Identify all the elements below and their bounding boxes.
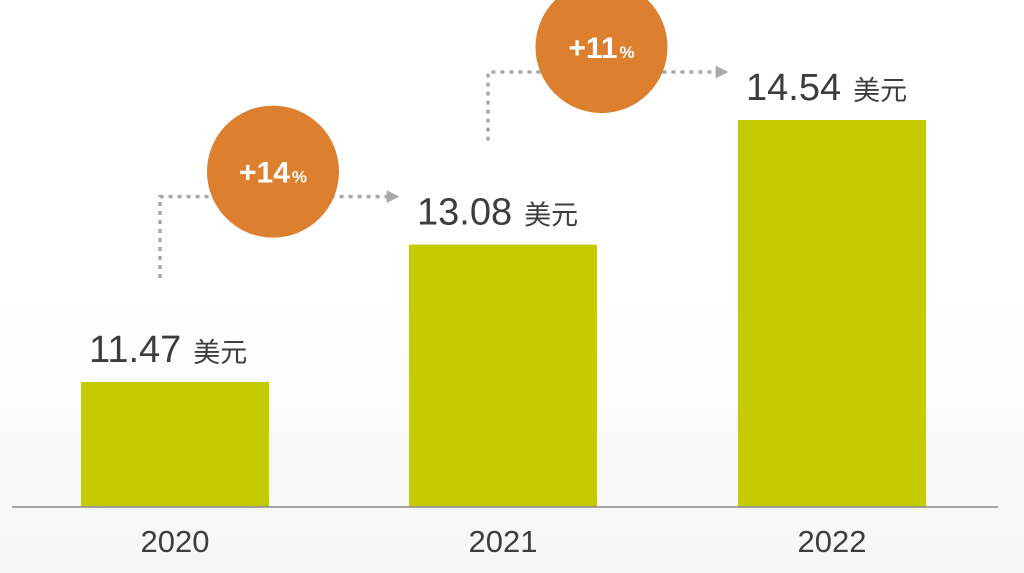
bars bbox=[81, 120, 926, 507]
growth-number: +11 bbox=[568, 32, 617, 65]
value-number: 13.08 bbox=[417, 192, 512, 234]
growth-percent-sign: % bbox=[620, 43, 635, 62]
value-label-2021: 13.08 美元 bbox=[417, 192, 578, 234]
growth-bubbles: +14 %+11% bbox=[207, 0, 668, 238]
growth-bubble-2021-2022 bbox=[535, 0, 668, 113]
growth-percent-sign: % bbox=[292, 168, 307, 187]
bar-2021 bbox=[409, 244, 597, 507]
x-tick-label-2021: 2021 bbox=[469, 524, 538, 559]
x-tick-labels: 2020 2021 2022 bbox=[141, 524, 867, 559]
value-unit: 美元 bbox=[853, 76, 907, 107]
x-tick-label-2022: 2022 bbox=[798, 524, 867, 559]
x-tick-label-2020: 2020 bbox=[141, 524, 210, 559]
bar-2022 bbox=[738, 120, 926, 507]
growth-number: +14 bbox=[239, 157, 290, 190]
value-label-2022: 14.54 美元 bbox=[746, 67, 907, 109]
growth-bubble-2020-2021 bbox=[207, 105, 339, 238]
value-label-2020: 11.47 美元 bbox=[89, 329, 247, 371]
growth-label-2021-2022: +11% bbox=[568, 32, 634, 65]
value-unit: 美元 bbox=[193, 338, 247, 369]
value-labels: 11.47 美元 13.08 美元 14.54 美元 bbox=[89, 67, 907, 371]
value-number: 11.47 bbox=[89, 329, 181, 371]
value-unit: 美元 bbox=[524, 201, 578, 232]
bar-2020 bbox=[81, 382, 269, 507]
growth-label-2020-2021: +14% bbox=[239, 157, 307, 190]
value-number: 14.54 bbox=[746, 67, 841, 109]
